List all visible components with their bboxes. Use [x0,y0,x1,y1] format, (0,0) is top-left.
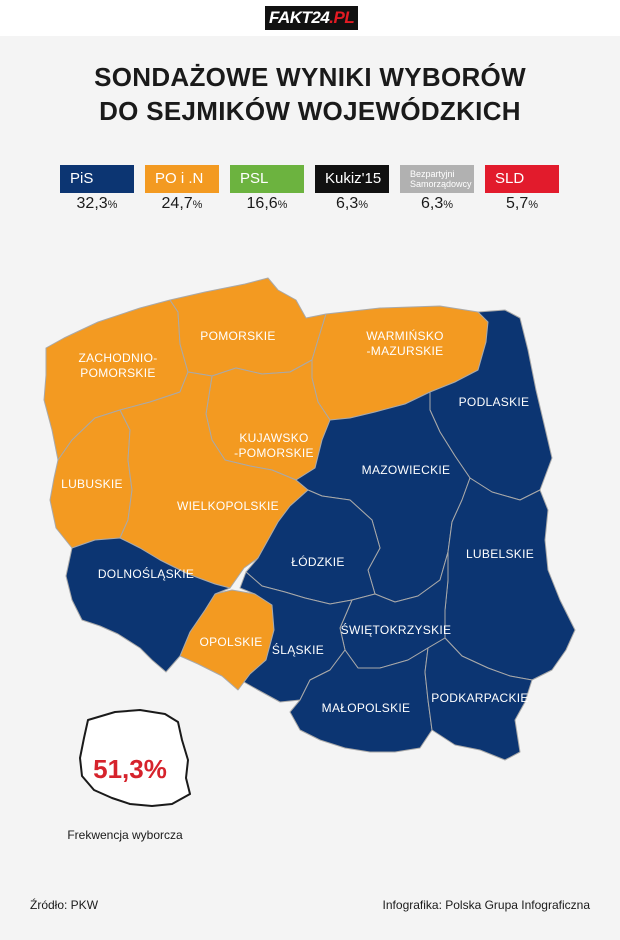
logo-suffix: .PL [329,8,355,27]
legend-unit-pis: % [107,199,118,211]
legend-value-sld: 5,7% [485,195,559,213]
fakt24-logo[interactable]: FAKT24.PL [265,6,359,30]
region-label-zachodniopomorskie: ZACHODNIO-POMORSKIE [79,351,158,380]
region-malopolskie[interactable] [289,647,433,753]
page-title: SONDAŻOWE WYNIKI WYBORÓW DO SEJMIKÓW WOJ… [0,60,620,128]
region-label-pomorskie: POMORSKIE [200,329,275,343]
legend-number-psl: 16,6 [246,195,278,212]
region-label-malopolskie: MAŁOPOLSKIE [322,701,411,715]
source-note: Źródło: PKW [30,898,99,912]
region-label-lubelskie: LUBELSKIE [466,547,534,561]
title-line-1: SONDAŻOWE WYNIKI WYBORÓW [94,62,526,92]
legend-value-pis: 32,3% [60,195,134,213]
region-label-kujawsko: KUJAWSKO -POMORSKIE [234,431,314,460]
legend-swatch-kukiz: Kukiz'15 [315,165,389,193]
region-label-dolnoslaskie: DOLNOŚLĄSKIE [98,566,194,581]
region-label-wielkopolskie: WIELKOPOLSKIE [177,499,279,513]
legend-number-bezpartyjni: 6,3 [420,195,444,212]
legend-unit-psl: % [277,199,288,211]
legend-value-psl: 16,6% [230,195,304,213]
legend: PiS 32,3% PO i .N 24,7% PSL 16,6% Kukiz'… [60,165,560,225]
legend-name-bezpartyjni-2: Samorządowcy [410,179,472,189]
poland-voivodeship-map: ZACHODNIO-POMORSKIE POMORSKIE WARMIŃSKO -MA… [43,277,576,761]
legend-name-psl: PSL [240,170,269,187]
legend-name-pis: PiS [70,170,94,187]
legend-number-kukiz: 6,3 [335,195,359,212]
region-label-slaskie: ŚLĄSKIE [272,642,324,657]
legend-number-pis: 32,3 [76,195,108,212]
region-podkarpackie[interactable] [424,637,533,761]
turnout-panel: 51,3% [60,700,200,820]
turnout-value: 51,3% [93,754,167,784]
legend-number-sld: 5,7 [505,195,529,212]
region-lubelskie[interactable] [444,477,576,681]
region-label-podkarpackie: PODKARPACKIE [431,691,528,705]
legend-unit-kukiz: % [358,199,369,211]
legend-swatch-bezpartyjni: Bezpartyjni Samorządowcy [400,165,474,193]
region-label-lodzkie: ŁÓDZKIE [291,554,344,569]
region-label-opolskie: OPOLSKIE [199,635,262,649]
region-label-podlaskie: PODLASKIE [459,395,530,409]
legend-value-po: 24,7% [145,195,219,213]
legend-number-po: 24,7 [161,195,193,212]
turnout-label: Frekwencja wyborcza [67,828,183,842]
region-label-swietokrzyskie: ŚWIĘTOKRZYSKIE [341,622,452,637]
title-line-2: DO SEJMIKÓW WOJEWÓDZKICH [99,96,521,126]
legend-value-bezpartyjni: 6,3% [400,195,474,213]
logo-main: FAKT24 [269,8,330,27]
legend-swatch-po: PO i .N [145,165,219,193]
credit-note: Infografika: Polska Grupa Infograficzna [382,898,590,912]
legend-value-kukiz: 6,3% [315,195,389,213]
region-label-mazowieckie: MAZOWIECKIE [362,463,451,477]
region-label-warminsko: WARMIŃSKO -MAZURSKIE [366,328,444,358]
poland-outline-icon [79,709,191,807]
legend-swatch-sld: SLD [485,165,559,193]
region-pomorskie[interactable] [169,277,327,377]
legend-swatch-pis: PiS [60,165,134,193]
legend-unit-po: % [192,199,203,211]
legend-unit-sld: % [528,199,539,211]
legend-name-po: PO i .N [155,170,204,187]
top-bar: FAKT24.PL [0,0,620,36]
legend-unit-bezpartyjni: % [443,199,454,211]
legend-swatch-psl: PSL [230,165,304,193]
legend-name-bezpartyjni-1: Bezpartyjni [410,169,455,179]
legend-name-kukiz: Kukiz'15 [325,170,382,187]
region-dolnoslaskie[interactable] [65,537,231,673]
legend-name-sld: SLD [495,170,525,187]
region-label-lubuskie: LUBUSKIE [61,477,123,491]
